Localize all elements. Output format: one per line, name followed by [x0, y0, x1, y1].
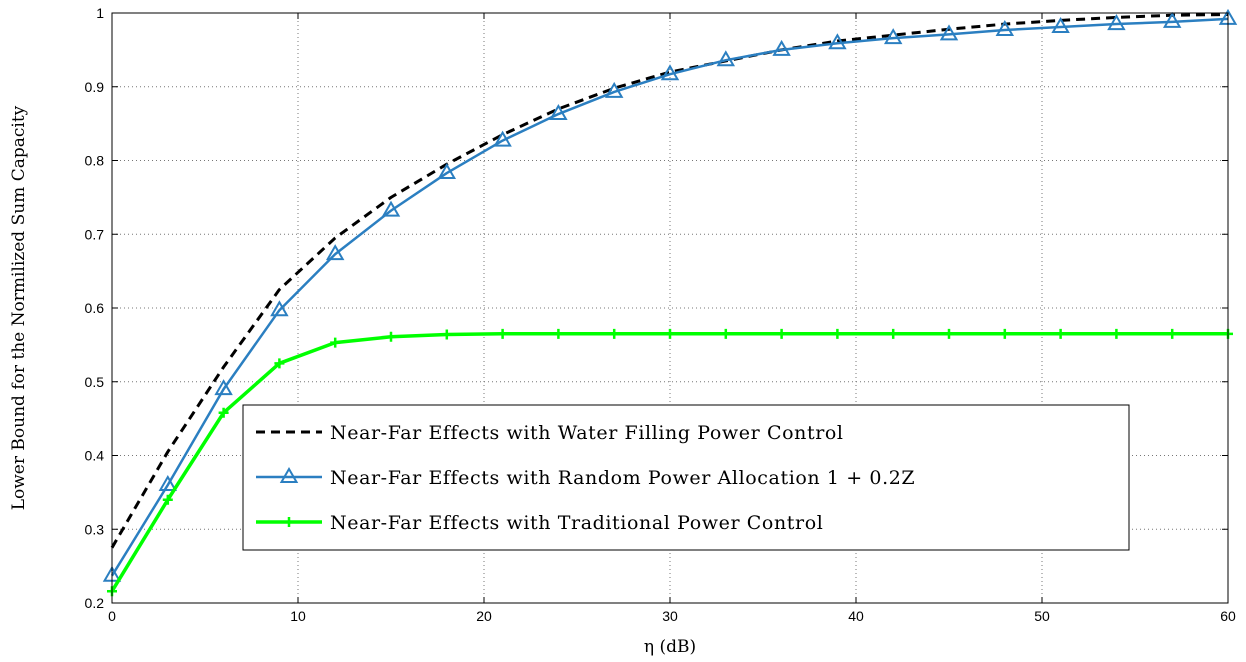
- legend-label-traditional: Near-Far Effects with Traditional Power …: [330, 512, 823, 534]
- x-axis-label: η (dB): [644, 637, 696, 657]
- x-tick-label: 10: [290, 608, 306, 624]
- data-point-plus: [609, 328, 620, 339]
- y-tick-label: 0.9: [85, 79, 105, 95]
- y-tick-label: 0.3: [85, 521, 105, 537]
- data-point-plus: [274, 358, 285, 369]
- data-point-triangle: [1051, 17, 1070, 34]
- data-point-plus: [162, 494, 173, 505]
- x-tick-label: 30: [662, 608, 678, 624]
- data-point-plus: [1055, 328, 1066, 339]
- y-tick-label: 0.6: [85, 300, 105, 316]
- data-point-triangle: [883, 28, 903, 45]
- data-point-plus: [720, 328, 731, 339]
- data-point-triangle: [158, 474, 178, 491]
- data-point-triangle: [604, 81, 624, 98]
- y-tick-label: 0.2: [85, 595, 105, 611]
- y-tick-label: 0.7: [85, 226, 105, 242]
- legend-marker-triangle-icon: [279, 466, 299, 483]
- data-point-triangle: [1107, 14, 1126, 31]
- data-point-triangle: [1162, 11, 1182, 28]
- data-point-plus: [441, 329, 452, 340]
- data-point-triangle: [381, 200, 401, 217]
- data-point-triangle: [493, 130, 512, 147]
- y-tick-label: 1: [96, 5, 104, 21]
- x-tick-label: 40: [848, 608, 864, 624]
- data-point-plus: [944, 328, 954, 339]
- legend-label-random-power: Near-Far Effects with Random Power Alloc…: [330, 467, 915, 489]
- data-point-triangle: [549, 104, 568, 121]
- data-point-plus: [665, 328, 675, 339]
- data-point-triangle: [939, 24, 959, 41]
- data-point-plus: [497, 328, 508, 339]
- data-point-triangle: [270, 300, 289, 317]
- data-point-plus: [330, 337, 341, 348]
- legend-label-water-filling: Near-Far Effects with Water Filling Powe…: [330, 422, 844, 444]
- data-point-triangle: [437, 163, 457, 180]
- y-tick-label: 0.5: [85, 374, 105, 390]
- legend: Near-Far Effects with Water Filling Powe…: [242, 404, 1130, 551]
- y-axis-label: Lower Bound for the Normilized Sum Capac…: [9, 105, 29, 510]
- data-point-triangle: [214, 379, 233, 396]
- legend-box: [242, 404, 1130, 551]
- data-point-plus: [776, 328, 787, 339]
- data-point-plus: [888, 328, 899, 339]
- series-group: [102, 8, 1238, 597]
- x-tick-label: 50: [1034, 608, 1050, 624]
- data-point-plus: [832, 328, 843, 339]
- data-point-triangle: [325, 244, 345, 261]
- data-point-plus: [386, 331, 396, 342]
- x-tick-label: 20: [476, 608, 492, 624]
- series-line-1: [110, 17, 1229, 577]
- data-point-plus: [218, 407, 229, 418]
- data-point-triangle: [995, 19, 1015, 36]
- x-tick-label: 60: [1220, 608, 1236, 624]
- data-point-plus: [553, 328, 564, 339]
- data-point-triangle: [660, 64, 680, 81]
- legend-marker-plus-icon: [284, 517, 294, 527]
- y-tick-label: 0.8: [85, 153, 105, 169]
- data-point-triangle: [716, 50, 736, 67]
- data-point-plus: [999, 328, 1010, 339]
- data-point-plus: [1111, 328, 1122, 339]
- series-line-0: [110, 12, 1229, 549]
- y-tick-label: 0.4: [85, 448, 105, 464]
- data-point-plus: [1167, 328, 1178, 339]
- data-point-triangle: [828, 33, 847, 50]
- data-point-triangle: [772, 39, 791, 56]
- axis-ticks: 0 10 20 30 40 50 60 0.2 0.3 0.4 0.5 0.6 0.7 0.8 0.9 1: [85, 5, 1236, 624]
- x-tick-label: 0: [108, 608, 116, 624]
